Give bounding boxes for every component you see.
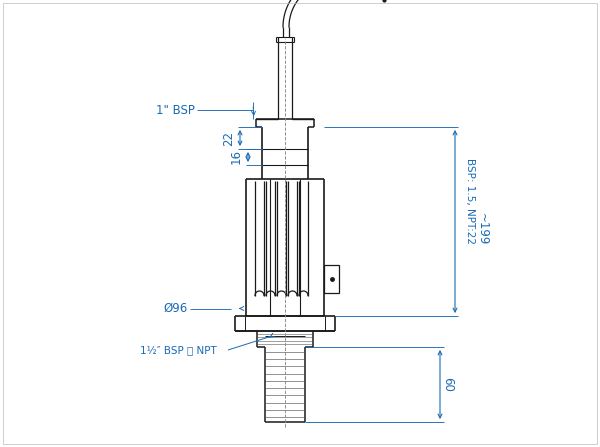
Text: 60: 60 xyxy=(442,377,455,392)
Text: 1" BSP: 1" BSP xyxy=(156,104,195,117)
Text: Ø96: Ø96 xyxy=(164,302,188,315)
Text: 1½″ BSP 或 NPT: 1½″ BSP 或 NPT xyxy=(140,345,217,355)
Text: BSP: 1.5, NPT:22: BSP: 1.5, NPT:22 xyxy=(465,159,475,245)
Text: 22: 22 xyxy=(222,131,235,146)
Text: ~199: ~199 xyxy=(476,213,489,246)
Text: 16: 16 xyxy=(230,149,243,164)
Bar xyxy=(324,266,339,293)
